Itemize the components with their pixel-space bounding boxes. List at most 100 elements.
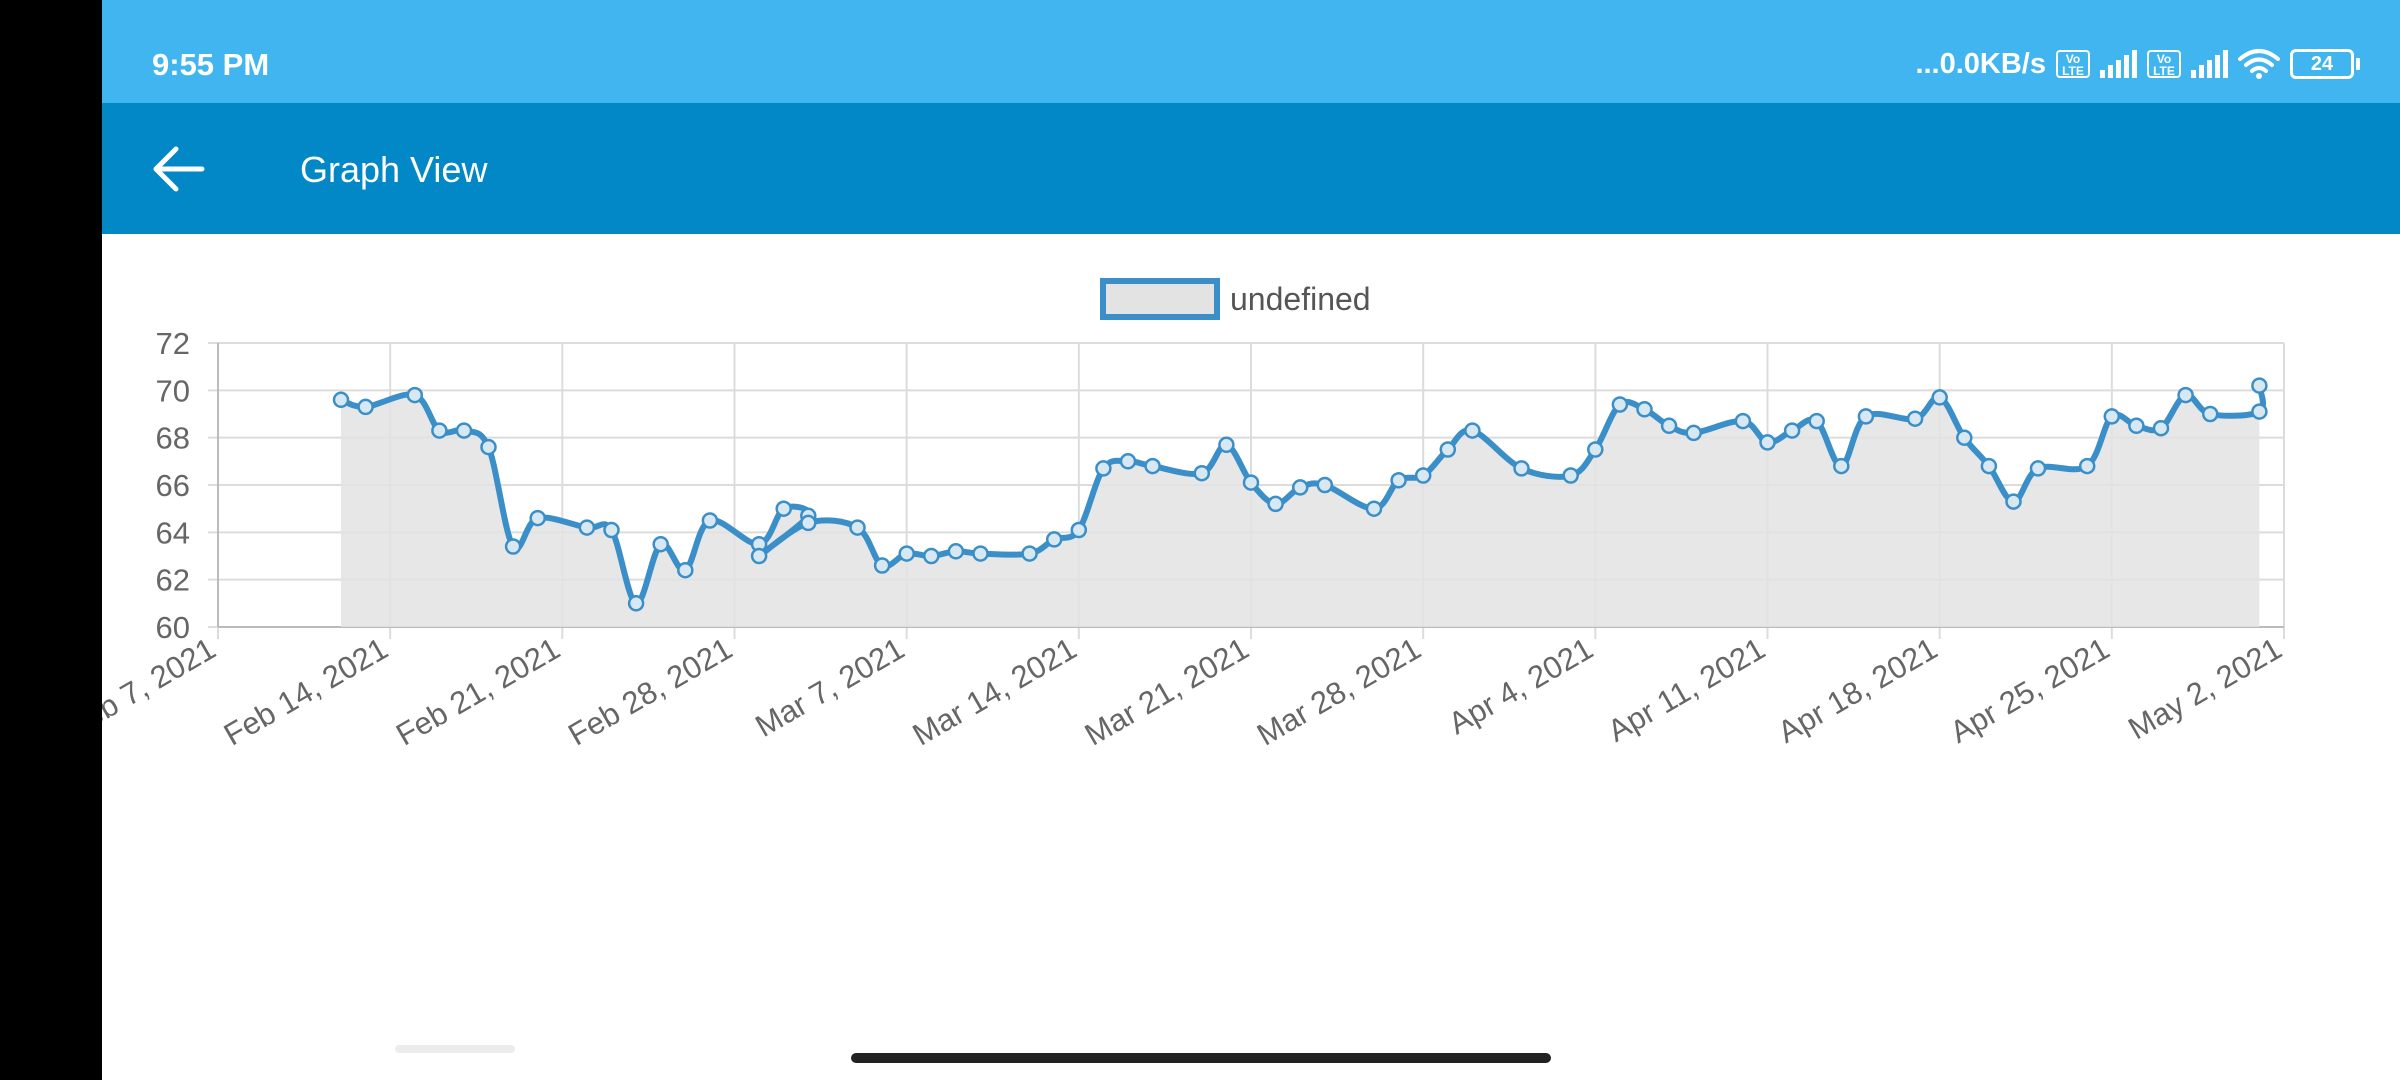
arrow-left-icon — [153, 146, 205, 192]
data-point[interactable] — [1390, 472, 1407, 489]
data-point[interactable] — [947, 543, 965, 560]
status-icons: ...0.0KB/s Vo LTE Vo LTE 24 — [1915, 44, 2360, 84]
data-point[interactable] — [332, 391, 350, 409]
y-tick-label: 70 — [156, 373, 190, 408]
data-point[interactable] — [775, 500, 792, 517]
data-point[interactable] — [873, 557, 891, 574]
x-tick-label: Mar 21, 2021 — [1079, 631, 1255, 753]
data-point[interactable] — [849, 519, 866, 536]
x-tick-label: Apr 18, 2021 — [1772, 631, 1943, 750]
data-point[interactable] — [578, 519, 596, 536]
y-tick-label: 72 — [156, 326, 190, 361]
data-point[interactable] — [1906, 410, 1924, 427]
data-point[interactable] — [1193, 464, 1211, 482]
data-point[interactable] — [1218, 436, 1235, 454]
data-point[interactable] — [1291, 479, 1309, 496]
y-tick-label: 64 — [156, 515, 190, 550]
x-tick-label: Apr 11, 2021 — [1602, 631, 1771, 749]
data-point[interactable] — [1636, 401, 1653, 418]
line-chart[interactable]: undefined 60 62 64 66 68 70 72 Feb 7, 2021 Feb … — [102, 234, 2400, 834]
data-point[interactable] — [2078, 457, 2096, 475]
data-point[interactable] — [1439, 441, 1457, 458]
data-point[interactable] — [529, 509, 546, 527]
x-tick-label: Feb 7, 2021 — [102, 631, 222, 744]
data-point[interactable] — [1611, 396, 1629, 413]
data-point[interactable] — [504, 538, 522, 555]
data-point[interactable] — [1464, 422, 1481, 439]
x-tick-label: Apr 4, 2021 — [1443, 631, 1599, 741]
data-point[interactable] — [898, 545, 915, 562]
x-tick-label: Mar 28, 2021 — [1251, 631, 1427, 753]
data-point[interactable] — [1267, 495, 1284, 513]
data-point[interactable] — [1316, 476, 1334, 494]
data-point[interactable] — [455, 422, 473, 439]
x-tick-label: Feb 28, 2021 — [562, 631, 738, 753]
y-tick-label: 60 — [156, 610, 190, 645]
data-point[interactable] — [2251, 377, 2268, 394]
chart-legend[interactable]: undefined — [1100, 278, 1371, 320]
data-point[interactable] — [972, 545, 989, 562]
legend-label: undefined — [1230, 281, 1371, 317]
data-point[interactable] — [750, 547, 768, 565]
data-point[interactable] — [1242, 474, 1260, 491]
series-area — [341, 385, 2264, 627]
data-point[interactable] — [603, 521, 620, 539]
data-point[interactable] — [1562, 467, 1579, 484]
x-tick-label: May 2, 2021 — [2122, 631, 2287, 747]
data-point[interactable] — [652, 535, 669, 553]
x-tick-label: Mar 14, 2021 — [907, 631, 1083, 753]
data-point[interactable] — [1783, 422, 1801, 439]
data-point[interactable] — [1734, 412, 1752, 430]
data-point[interactable] — [1587, 441, 1604, 458]
data-point[interactable] — [431, 422, 448, 439]
data-point[interactable] — [800, 514, 817, 532]
data-point[interactable] — [1857, 408, 1875, 425]
data-point[interactable] — [1808, 412, 1825, 430]
data-point[interactable] — [1833, 457, 1850, 475]
data-point[interactable] — [406, 386, 424, 404]
app-screen: 9:55 PM ...0.0KB/s Vo LTE Vo LTE 24 — [102, 0, 2400, 1080]
data-point[interactable] — [357, 398, 374, 416]
data-point[interactable] — [1685, 424, 1702, 442]
data-point[interactable] — [1095, 460, 1112, 477]
signal-icon — [2191, 50, 2228, 78]
data-point[interactable] — [2251, 403, 2268, 420]
y-tick-label: 68 — [156, 421, 190, 456]
data-point[interactable] — [2177, 386, 2194, 404]
data-point[interactable] — [1980, 457, 1998, 475]
data-point[interactable] — [1021, 545, 1038, 562]
y-tick-label: 62 — [156, 563, 190, 598]
data-point[interactable] — [1660, 417, 1678, 435]
wifi-icon — [2238, 49, 2280, 79]
data-point[interactable] — [1365, 500, 1383, 517]
data-point[interactable] — [923, 547, 940, 565]
data-point[interactable] — [1931, 389, 1948, 406]
data-point[interactable] — [1119, 453, 1137, 470]
data-point[interactable] — [2005, 493, 2022, 510]
battery-icon: 24 — [2290, 49, 2360, 79]
back-button[interactable] — [142, 133, 214, 205]
data-point[interactable] — [1144, 457, 1161, 475]
data-point[interactable] — [2029, 460, 2047, 477]
data-point[interactable] — [701, 512, 719, 529]
data-point[interactable] — [1513, 460, 1530, 477]
data-point[interactable] — [1070, 521, 1088, 539]
y-tick-label: 66 — [156, 468, 190, 503]
left-black-bar — [0, 0, 102, 1080]
data-point[interactable] — [480, 438, 497, 456]
data-point[interactable] — [1759, 434, 1776, 451]
x-tick-label: Mar 7, 2021 — [749, 631, 910, 744]
data-point[interactable] — [2128, 417, 2145, 435]
x-tick-label: Feb 21, 2021 — [390, 631, 566, 753]
data-point[interactable] — [1956, 429, 1973, 446]
data-point[interactable] — [2201, 405, 2219, 423]
data-point[interactable] — [2152, 419, 2170, 437]
data-point[interactable] — [1045, 531, 1063, 548]
data-point[interactable] — [2103, 408, 2121, 425]
data-point[interactable] — [1414, 467, 1432, 484]
data-point[interactable] — [627, 595, 645, 612]
data-point[interactable] — [677, 561, 694, 579]
status-time: 9:55 PM — [152, 47, 270, 82]
home-indicator[interactable] — [851, 1053, 1551, 1063]
volte-icon: Vo LTE — [2147, 50, 2181, 78]
